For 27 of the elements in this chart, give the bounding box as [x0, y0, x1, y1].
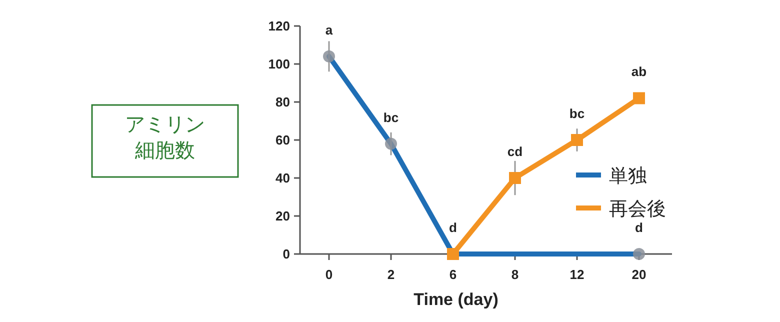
- annotation: bc: [383, 110, 399, 125]
- annotation: bc: [569, 106, 585, 121]
- point: [571, 134, 583, 146]
- point: [509, 172, 521, 184]
- y-tick-label: 0: [282, 246, 290, 262]
- y-tick-label: 100: [268, 56, 290, 72]
- y-tick-label: 80: [276, 94, 290, 110]
- x-tick-label: 8: [511, 267, 519, 282]
- y-tick-label: 120: [268, 18, 290, 34]
- x-axis-title: Time (day): [414, 290, 498, 309]
- y-tick-label: 40: [276, 170, 290, 186]
- annotation: a: [325, 22, 334, 38]
- annotation: d: [635, 220, 644, 235]
- annotation: cd: [507, 144, 523, 159]
- y-tick-label: 60: [276, 132, 290, 148]
- legend-label: 再会後: [609, 199, 666, 220]
- x-tick-label: 12: [570, 267, 584, 282]
- annotation: d: [449, 220, 458, 235]
- x-tick-label: 2: [387, 267, 395, 282]
- x-tick-label: 20: [632, 267, 646, 282]
- y-axis-title: アミリン細胞数: [124, 113, 206, 164]
- y-tick-label: 20: [276, 208, 290, 224]
- x-tick-label: 6: [449, 267, 457, 282]
- x-tick-label: 0: [325, 267, 333, 282]
- legend-label: 単独: [609, 166, 647, 187]
- point: [633, 92, 645, 104]
- annotation: ab: [631, 64, 647, 80]
